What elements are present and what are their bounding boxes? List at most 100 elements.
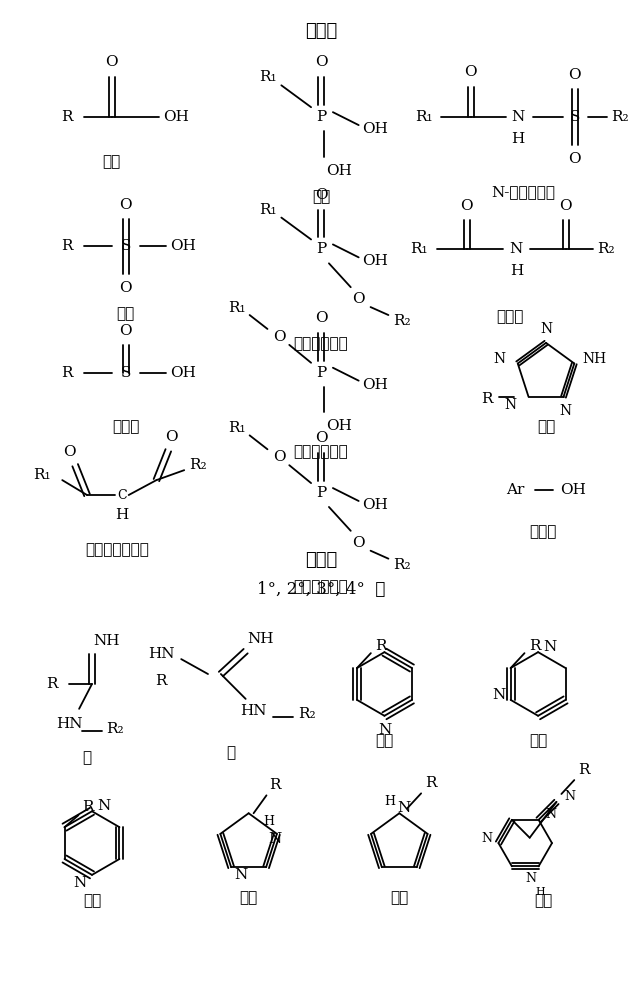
Text: H: H bbox=[535, 887, 546, 897]
Text: H: H bbox=[512, 132, 525, 146]
Text: R: R bbox=[155, 674, 167, 688]
Text: O: O bbox=[315, 55, 327, 69]
Text: N: N bbox=[510, 242, 523, 256]
Text: H: H bbox=[115, 508, 128, 522]
Text: R₁: R₁ bbox=[228, 301, 245, 315]
Text: H: H bbox=[263, 815, 275, 828]
Text: R: R bbox=[578, 763, 590, 777]
Text: OH: OH bbox=[363, 378, 388, 392]
Text: R₂: R₂ bbox=[106, 722, 124, 736]
Text: P: P bbox=[316, 242, 326, 256]
Text: OH: OH bbox=[560, 483, 586, 497]
Text: O: O bbox=[352, 536, 365, 550]
Text: HN: HN bbox=[240, 704, 267, 718]
Text: OH: OH bbox=[363, 254, 388, 268]
Text: O: O bbox=[568, 68, 581, 82]
Text: N: N bbox=[234, 868, 248, 882]
Text: R: R bbox=[62, 366, 73, 380]
Text: 膦酸: 膦酸 bbox=[312, 190, 330, 204]
Text: R₂: R₂ bbox=[596, 242, 614, 256]
Text: 咪唑: 咪唑 bbox=[239, 891, 257, 905]
Text: O: O bbox=[119, 281, 132, 295]
Text: N: N bbox=[525, 872, 536, 885]
Text: R: R bbox=[47, 677, 58, 691]
Text: OH: OH bbox=[163, 110, 189, 124]
Text: R: R bbox=[62, 110, 73, 124]
Text: R₁: R₁ bbox=[415, 110, 433, 124]
Text: C: C bbox=[117, 489, 126, 502]
Text: NH: NH bbox=[582, 352, 606, 366]
Text: R: R bbox=[83, 800, 94, 814]
Text: R: R bbox=[62, 239, 73, 253]
Text: OH: OH bbox=[326, 419, 352, 433]
Text: 嘧啶: 嘧啶 bbox=[529, 735, 547, 749]
Text: S: S bbox=[121, 239, 131, 253]
Text: 有机碱: 有机碱 bbox=[305, 551, 337, 569]
Text: H: H bbox=[510, 264, 523, 278]
Text: O: O bbox=[105, 55, 118, 69]
Text: R: R bbox=[270, 778, 281, 792]
Text: O: O bbox=[165, 430, 178, 444]
Text: R₁: R₁ bbox=[410, 242, 428, 256]
Text: N: N bbox=[543, 640, 557, 654]
Text: R: R bbox=[481, 392, 492, 406]
Text: 吡咯: 吡咯 bbox=[390, 891, 408, 905]
Text: O: O bbox=[273, 330, 286, 344]
Text: R: R bbox=[528, 639, 540, 653]
Text: O: O bbox=[315, 188, 327, 202]
Text: 单烷基磷酸酯: 单烷基磷酸酯 bbox=[293, 445, 349, 459]
Text: 羧酸: 羧酸 bbox=[103, 155, 121, 169]
Text: 磺酸: 磺酸 bbox=[117, 307, 135, 321]
Text: OH: OH bbox=[170, 239, 196, 253]
Text: 吡啶: 吡啶 bbox=[376, 735, 394, 749]
Text: N: N bbox=[559, 404, 571, 418]
Text: OH: OH bbox=[326, 164, 352, 178]
Text: P: P bbox=[316, 366, 326, 380]
Text: S: S bbox=[569, 110, 580, 124]
Text: N-酰基磺酰胺: N-酰基磺酰胺 bbox=[491, 185, 555, 199]
Text: N: N bbox=[505, 398, 517, 412]
Text: 胍: 胍 bbox=[226, 747, 236, 761]
Text: O: O bbox=[352, 292, 365, 306]
Text: R₂: R₂ bbox=[394, 314, 411, 328]
Text: HN: HN bbox=[148, 647, 175, 661]
Text: S: S bbox=[121, 366, 131, 380]
Text: OH: OH bbox=[363, 498, 388, 512]
Text: R₁: R₁ bbox=[259, 70, 277, 84]
Text: 亚磺酸: 亚磺酸 bbox=[112, 420, 139, 434]
Text: OH: OH bbox=[170, 366, 196, 380]
Text: 二烷基磷酸酯: 二烷基磷酸酯 bbox=[293, 581, 349, 595]
Text: O: O bbox=[560, 199, 572, 213]
Text: 有机酸: 有机酸 bbox=[305, 22, 337, 40]
Text: N: N bbox=[540, 322, 552, 336]
Text: H: H bbox=[384, 795, 395, 808]
Text: O: O bbox=[119, 198, 132, 212]
Text: N: N bbox=[512, 110, 525, 124]
Text: R: R bbox=[375, 639, 386, 653]
Text: R₂: R₂ bbox=[612, 110, 629, 124]
Text: 1°, 2°, 3°, 4°  胺: 1°, 2°, 3°, 4° 胺 bbox=[257, 581, 385, 598]
Text: R₂: R₂ bbox=[189, 458, 207, 472]
Text: N: N bbox=[545, 808, 556, 821]
Text: N: N bbox=[492, 688, 505, 702]
Text: N: N bbox=[98, 799, 110, 813]
Text: 四唑: 四唑 bbox=[537, 420, 555, 434]
Text: 脒: 脒 bbox=[82, 752, 92, 766]
Text: Ar: Ar bbox=[506, 483, 525, 497]
Text: 丙二酸酯衍生物: 丙二酸酯衍生物 bbox=[85, 543, 149, 557]
Text: 单烷基膦酸酯: 单烷基膦酸酯 bbox=[293, 337, 349, 351]
Text: N: N bbox=[565, 790, 576, 803]
Text: R₁: R₁ bbox=[33, 468, 51, 482]
Text: N: N bbox=[481, 832, 492, 845]
Text: O: O bbox=[315, 311, 327, 325]
Text: 酰亚胺: 酰亚胺 bbox=[497, 310, 524, 324]
Text: R₂: R₂ bbox=[394, 558, 411, 572]
Text: O: O bbox=[460, 199, 473, 213]
Text: O: O bbox=[464, 65, 477, 79]
Text: R₁: R₁ bbox=[228, 421, 245, 435]
Text: 吡嗪: 吡嗪 bbox=[83, 894, 101, 908]
Text: O: O bbox=[273, 450, 286, 464]
Text: N: N bbox=[268, 832, 282, 846]
Text: OH: OH bbox=[363, 122, 388, 136]
Text: NH: NH bbox=[94, 634, 120, 648]
